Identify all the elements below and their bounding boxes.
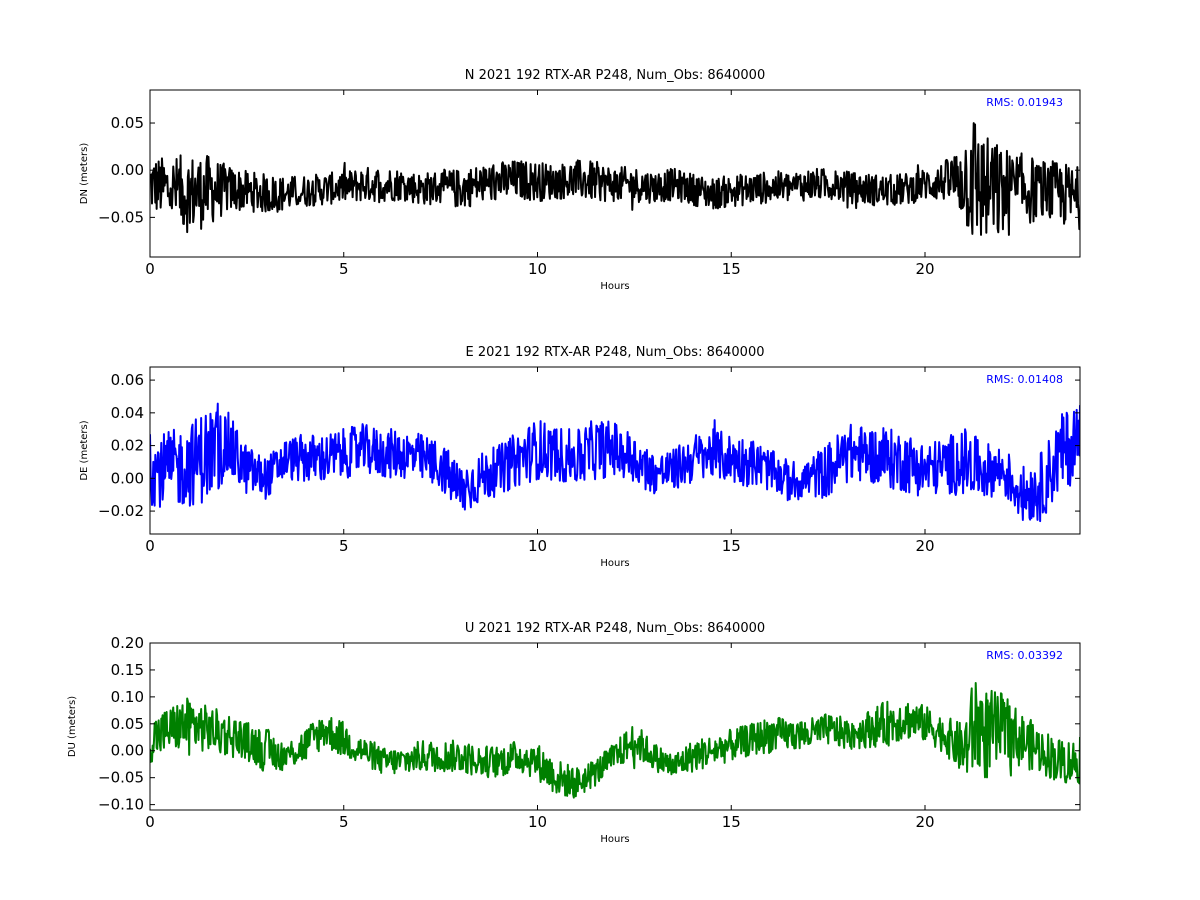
x-tick-label: 10 [528, 813, 547, 831]
x-axis-label: Hours [600, 834, 629, 845]
y-tick-label: −0.02 [98, 502, 144, 520]
y-tick-label: 0.00 [111, 469, 144, 487]
subplot-up: U 2021 192 RTX-AR P248, Num_Obs: 8640000… [67, 621, 1081, 845]
x-tick-label: 20 [915, 260, 934, 278]
x-tick-label: 0 [145, 260, 155, 278]
x-tick-label: 5 [339, 260, 349, 278]
plot-frame [149, 89, 1081, 258]
y-tick-label: −0.10 [98, 796, 144, 814]
y-tick-label: 0.02 [111, 437, 144, 455]
subplot-east: E 2021 192 RTX-AR P248, Num_Obs: 8640000… [79, 345, 1081, 569]
y-axis-label: DN (meters) [79, 143, 90, 205]
y-tick-label: 0.00 [111, 742, 144, 760]
rms-annotation: RMS: 0.01408 [986, 373, 1063, 386]
y-tick-label: 0.10 [111, 688, 144, 706]
series-trace [150, 122, 1080, 236]
x-tick-label: 15 [722, 537, 741, 555]
x-tick-label: 5 [339, 813, 349, 831]
y-tick-label: 0.15 [111, 661, 144, 679]
y-axis-label: DE (meters) [79, 420, 90, 480]
subplot-north: N 2021 192 RTX-AR P248, Num_Obs: 8640000… [79, 68, 1081, 292]
plot-frame [149, 366, 1081, 535]
rms-annotation: RMS: 0.01943 [986, 96, 1063, 109]
y-tick-label: 0.00 [111, 161, 144, 179]
chart-title: U 2021 192 RTX-AR P248, Num_Obs: 8640000 [465, 621, 765, 636]
y-tick-label: 0.05 [111, 114, 144, 132]
x-tick-label: 20 [915, 813, 934, 831]
series-trace [150, 402, 1080, 523]
y-tick-label: 0.04 [111, 404, 144, 422]
x-tick-label: 0 [145, 537, 155, 555]
x-axis-label: Hours [600, 281, 629, 292]
x-tick-label: 10 [528, 537, 547, 555]
chart-title: N 2021 192 RTX-AR P248, Num_Obs: 8640000 [465, 68, 765, 83]
x-tick-label: 10 [528, 260, 547, 278]
x-tick-label: 20 [915, 537, 934, 555]
series-trace [150, 682, 1080, 799]
x-tick-label: 0 [145, 813, 155, 831]
y-axis-label: DU (meters) [67, 696, 78, 757]
y-tick-label: −0.05 [98, 769, 144, 787]
y-tick-label: 0.05 [111, 715, 144, 733]
x-tick-label: 15 [722, 260, 741, 278]
x-tick-label: 15 [722, 813, 741, 831]
y-tick-label: −0.05 [98, 208, 144, 226]
x-axis-label: Hours [600, 558, 629, 569]
y-tick-label: 0.20 [111, 634, 144, 652]
y-tick-label: 0.06 [111, 371, 144, 389]
chart-title: E 2021 192 RTX-AR P248, Num_Obs: 8640000 [466, 345, 765, 360]
x-tick-label: 5 [339, 537, 349, 555]
plot-frame [149, 642, 1081, 811]
rms-annotation: RMS: 0.03392 [986, 649, 1063, 662]
